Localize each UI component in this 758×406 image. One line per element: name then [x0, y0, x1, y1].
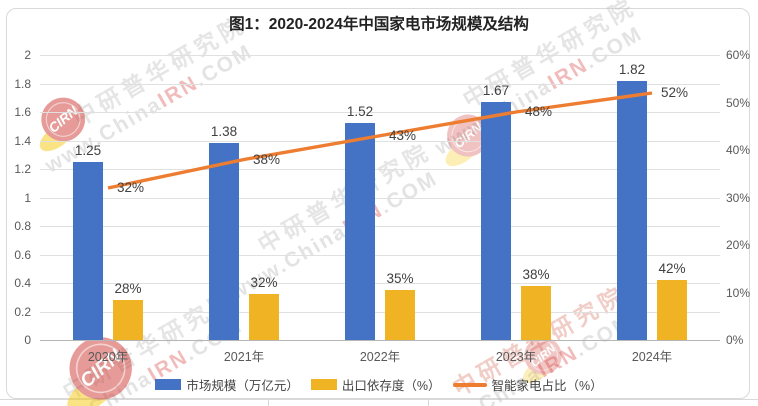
data-label-smart-share: 38% [253, 151, 281, 167]
legend-label-export-dependence: 出口依存度（%） [341, 379, 441, 393]
y-axis-label-left: 2 [24, 48, 31, 62]
data-label-market-size: 1.67 [482, 83, 510, 99]
y-axis-label-right: 10% [726, 285, 751, 300]
data-label-export-dependence: 35% [386, 271, 414, 287]
x-axis-label: 2023年 [495, 350, 537, 364]
data-label-export-dependence: 38% [522, 266, 550, 282]
y-axis-label-right: 50% [726, 95, 751, 110]
y-axis-label-left: 1.4 [14, 133, 31, 148]
y-axis-label-left: 1 [24, 190, 31, 205]
bar-market-size[interactable] [481, 102, 511, 340]
chart-legend: 市场规模（万亿元） 出口依存度（%） 智能家电占比（%） [0, 375, 758, 394]
chart-card-border [6, 8, 750, 399]
gridline [40, 254, 720, 256]
bar-market-size[interactable] [617, 80, 647, 340]
y-axis-label-left: 0.8 [14, 219, 31, 233]
data-label-export-dependence: 32% [250, 275, 278, 291]
bar-market-size[interactable] [73, 161, 103, 340]
y-axis-label-left: 1.6 [14, 105, 31, 119]
data-label-market-size: 1.38 [210, 124, 238, 140]
table-border-line [0, 399, 758, 400]
gridline [40, 226, 720, 227]
x-axis-label: 2020年 [87, 350, 129, 364]
y-axis-label-left: 0.2 [14, 304, 31, 319]
bar-export-dependence[interactable] [657, 280, 687, 340]
gridline [40, 55, 720, 56]
legend-swatch-export-dependence [310, 379, 337, 390]
bar-market-size[interactable] [345, 123, 375, 340]
y-axis-label-right: 30% [726, 190, 751, 205]
y-axis-label-left: 1.2 [14, 162, 31, 176]
legend-item-export-dependence[interactable]: 出口依存度（%） [310, 375, 441, 394]
y-axis-label-right: 0% [726, 333, 744, 347]
legend-label-smart-share: 智能家电占比（%） [491, 379, 603, 393]
bar-export-dependence[interactable] [385, 290, 415, 340]
data-label-smart-share: 43% [389, 127, 417, 143]
data-label-market-size: 1.82 [618, 61, 646, 77]
data-label-smart-share: 32% [117, 180, 145, 195]
legend-label-market-size: 市场规模（万亿元） [186, 379, 299, 393]
data-label-export-dependence: 28% [114, 281, 142, 297]
gridline [40, 83, 720, 85]
bar-export-dependence[interactable] [249, 294, 279, 340]
legend-item-market-size[interactable]: 市场规模（万亿元） [155, 375, 299, 394]
bar-market-size[interactable] [209, 143, 239, 340]
data-label-smart-share: 48% [525, 104, 553, 119]
table-border-tick [428, 399, 429, 406]
y-axis-label-right: 20% [726, 238, 751, 252]
y-axis-label-right: 60% [726, 48, 751, 62]
table-border-tick [268, 399, 269, 406]
y-axis-label-left: 0.6 [14, 247, 31, 262]
x-axis-label: 2021年 [223, 350, 265, 364]
legend-swatch-market-size [155, 379, 182, 390]
data-label-export-dependence: 42% [658, 261, 686, 277]
y-axis-label-left: 0 [24, 333, 31, 347]
y-axis-label-right: 40% [726, 143, 751, 157]
data-label-smart-share: 52% [661, 85, 689, 100]
bar-export-dependence[interactable] [113, 300, 143, 340]
x-axis-label: 2022年 [359, 350, 401, 364]
gridline [40, 283, 720, 284]
legend-item-smart-share[interactable]: 智能家电占比（%） [452, 375, 603, 394]
gridline [40, 197, 720, 199]
legend-swatch-smart-share [452, 382, 487, 387]
gridline [40, 311, 720, 313]
x-axis-label: 2024年 [631, 350, 673, 364]
y-axis-label-left: 0.4 [14, 276, 31, 290]
bar-export-dependence[interactable] [521, 285, 551, 340]
y-axis-label-left: 1.8 [14, 76, 31, 91]
chart-title: 图1：2020-2024年中国家电市场规模及结构 [229, 16, 529, 33]
data-label-market-size: 1.52 [346, 104, 374, 120]
gridline [40, 340, 720, 341]
data-label-market-size: 1.25 [74, 142, 102, 158]
